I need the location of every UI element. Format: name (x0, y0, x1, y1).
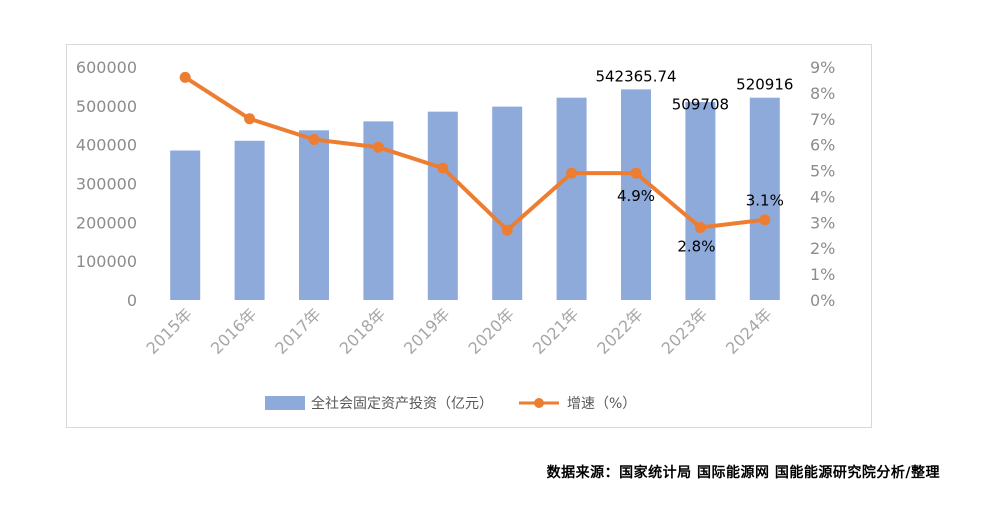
growth-point-8 (694, 222, 706, 234)
right-tick-2: 2% (810, 239, 835, 258)
chart-frame: 0 100000 200000 300000 400000 500000 600000 0%… (66, 44, 872, 428)
growth-point-0 (179, 71, 191, 83)
left-axis-ticks: 0 100000 200000 300000 400000 500000 600000 (76, 58, 137, 310)
line-label-8: 2.8% (677, 238, 715, 256)
bar-0 (170, 150, 201, 300)
x-tick-0: 2015年 (142, 304, 196, 358)
x-tick-5: 2020年 (464, 304, 518, 358)
bar-9 (749, 97, 780, 300)
bar-7 (621, 89, 651, 300)
right-tick-5: 5% (810, 162, 835, 181)
legend: 全社会固定资产投资（亿元） 增速（%） (265, 395, 636, 412)
x-tick-6: 2021年 (529, 304, 583, 358)
data-labels: 542365.74 509708 520916 4.9% 2.8% 3.1% (595, 67, 793, 255)
left-tick-6: 600000 (76, 58, 137, 77)
left-tick-0: 0 (127, 291, 137, 310)
growth-point-4 (437, 162, 449, 174)
growth-point-3 (372, 141, 384, 153)
bar-label-9: 520916 (736, 76, 793, 94)
left-tick-4: 400000 (76, 136, 137, 155)
bar-4 (427, 111, 458, 301)
growth-point-5 (501, 224, 513, 236)
right-axis-ticks: 0% 1% 2% 3% 4% 5% 6% 7% 8% 9% (810, 58, 835, 310)
source-note: 数据来源：国家统计局 国际能源网 国能能源研究院分析/整理 (546, 465, 940, 481)
legend-bar-swatch (265, 396, 305, 410)
right-tick-3: 3% (810, 213, 835, 232)
line-layer (179, 71, 771, 236)
x-tick-1: 2016年 (207, 304, 261, 358)
left-tick-1: 100000 (76, 252, 137, 271)
combo-chart: 0 100000 200000 300000 400000 500000 600000 0%… (76, 58, 835, 412)
growth-line (184, 75, 766, 233)
right-tick-7: 7% (810, 110, 835, 129)
line-label-7: 4.9% (617, 187, 655, 205)
growth-point-7 (630, 167, 642, 179)
x-tick-8: 2023年 (658, 304, 712, 358)
right-tick-0: 0% (810, 291, 835, 310)
bar-8 (685, 102, 716, 301)
left-tick-2: 200000 (76, 213, 137, 232)
x-axis-ticks: 2015年 2016年 2017年 2018年 2019年 2020年 2021年 2022年… (142, 304, 775, 358)
x-tick-3: 2018年 (336, 304, 390, 358)
right-tick-8: 8% (810, 84, 835, 103)
right-tick-9: 9% (810, 58, 835, 77)
bar-1 (234, 140, 265, 300)
growth-point-1 (244, 113, 256, 125)
left-tick-5: 500000 (76, 97, 137, 116)
legend-bar-label: 全社会固定资产投资（亿元） (311, 395, 493, 412)
right-tick-6: 6% (810, 136, 835, 155)
line-label-9: 3.1% (746, 192, 784, 210)
bar-5 (492, 106, 523, 300)
legend-line-marker (534, 398, 544, 408)
x-tick-9: 2024年 (722, 304, 776, 358)
right-tick-1: 1% (810, 265, 835, 284)
x-tick-2: 2017年 (271, 304, 325, 358)
right-tick-4: 4% (810, 187, 835, 206)
growth-point-6 (566, 167, 578, 179)
left-tick-3: 300000 (76, 175, 137, 194)
legend-line-label: 增速（%） (567, 396, 636, 412)
bar-6 (556, 97, 587, 300)
bar-label-8: 509708 (672, 95, 729, 113)
x-tick-4: 2019年 (400, 304, 454, 358)
bar-label-7: 542365.74 (595, 67, 676, 85)
bar-2 (299, 130, 329, 300)
growth-point-2 (308, 133, 320, 145)
x-tick-7: 2022年 (593, 304, 647, 358)
growth-point-9 (759, 214, 771, 226)
